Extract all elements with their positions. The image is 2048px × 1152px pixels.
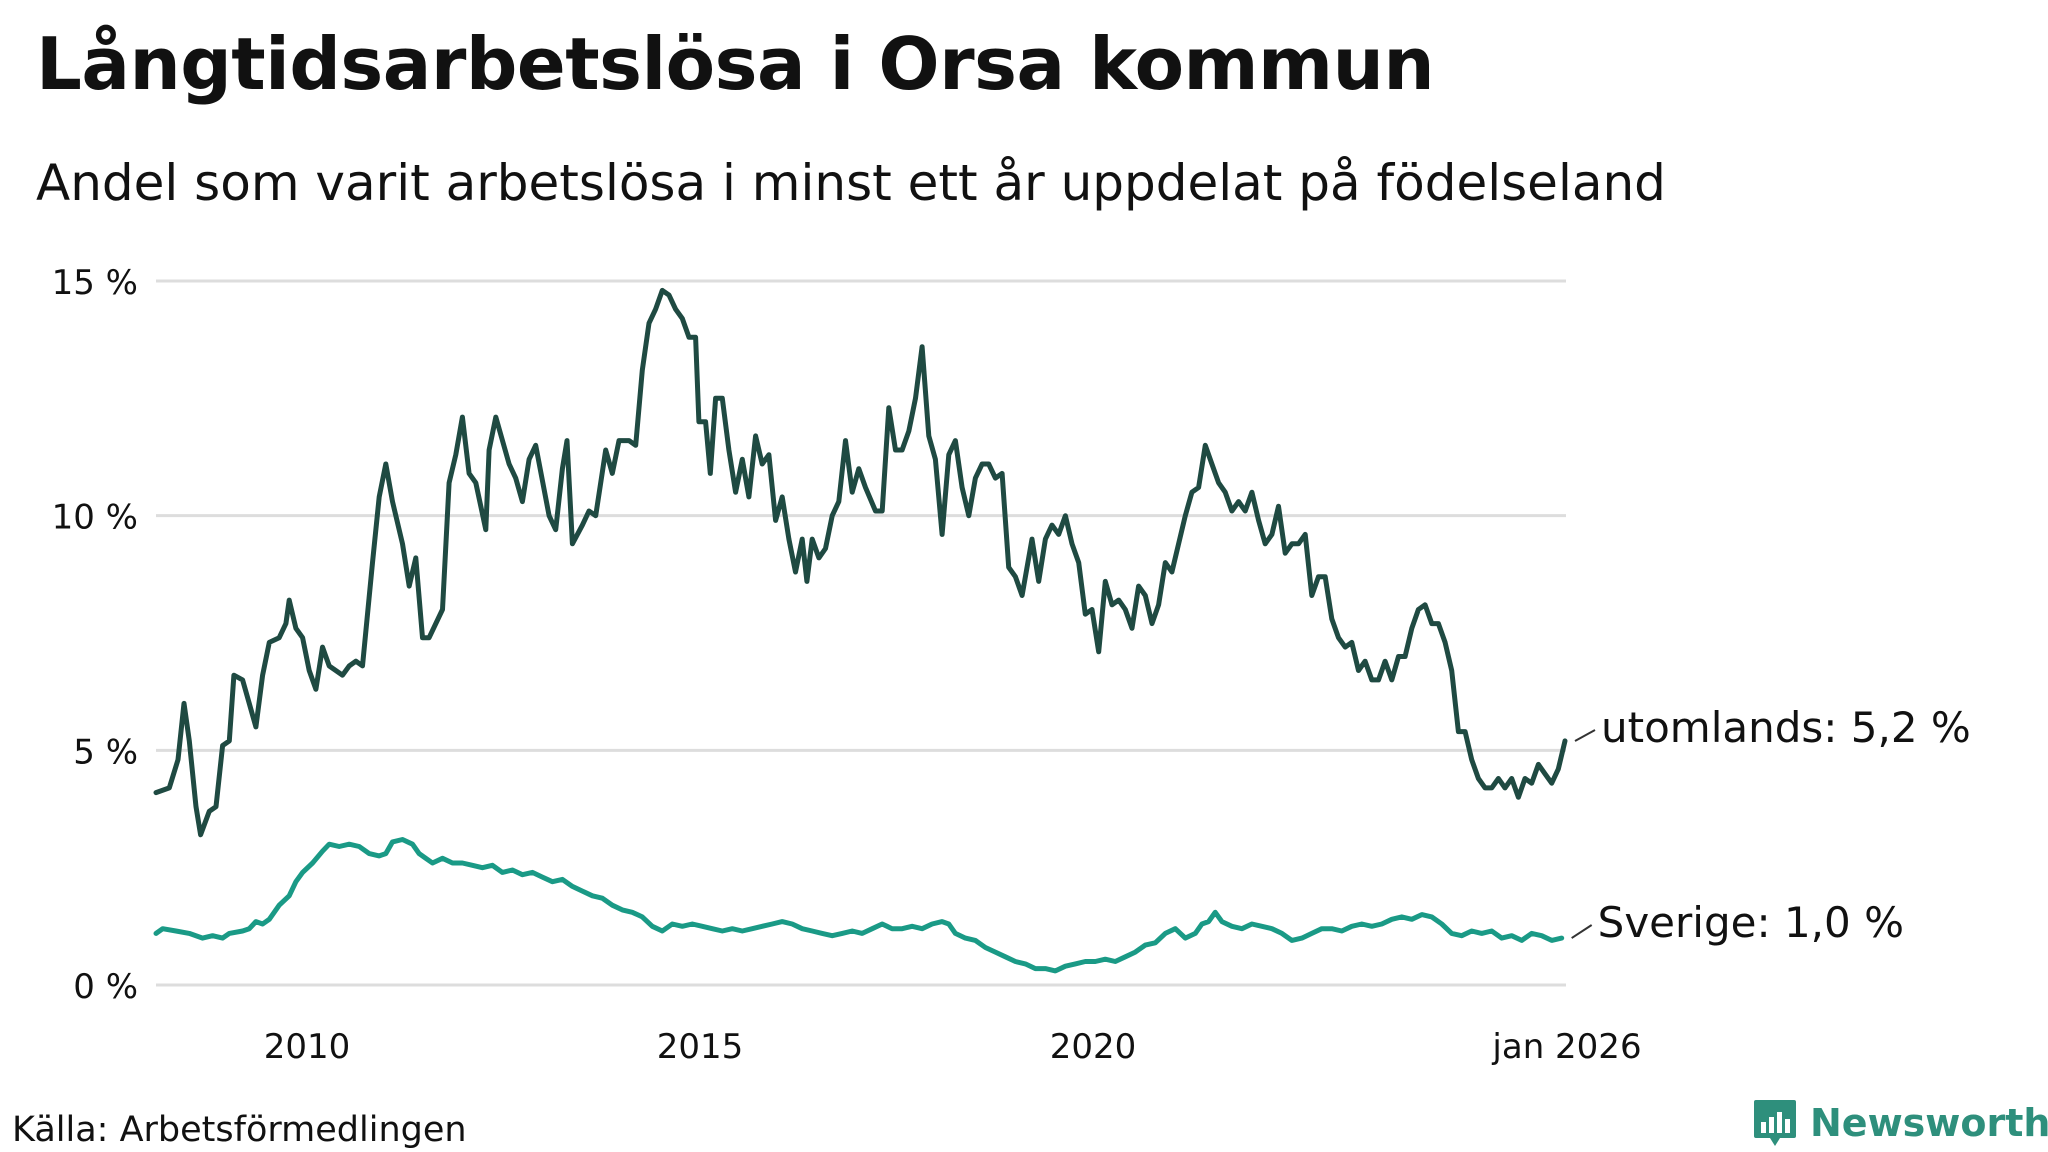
y-tick-label: 10 %	[52, 498, 138, 538]
x-axis: 2010 2015 2020 jan 2026	[264, 1027, 1642, 1067]
end-label-sverige: Sverige: 1,0 %	[1598, 898, 1904, 947]
end-label-leader	[1571, 924, 1593, 939]
series-lines	[153, 287, 1568, 974]
page-subtitle: Andel som varit arbetslösa i minst ett å…	[36, 154, 1666, 212]
x-tick-label: 2020	[1050, 1027, 1137, 1067]
series-line-utomlands	[153, 287, 1568, 838]
y-tick-label: 5 %	[73, 732, 138, 772]
newsworthy-logo-icon	[1754, 1100, 1796, 1146]
x-tick-label: 2015	[657, 1027, 744, 1067]
y-tick-label: 15 %	[52, 263, 138, 303]
end-label-leader	[1574, 729, 1596, 742]
y-axis: 0 % 5 % 10 % 15 %	[52, 263, 138, 1007]
page-title: Långtidsarbetslösa i Orsa kommun	[36, 22, 1435, 106]
brand-logo: Newsworthy	[1752, 1098, 2048, 1148]
grid-lines	[156, 279, 1566, 987]
series-line-sverige	[153, 837, 1565, 974]
series-end-labels: utomlands: 5,2 % Sverige: 1,0 %	[1571, 703, 1971, 947]
end-label-utomlands: utomlands: 5,2 %	[1601, 703, 1971, 752]
x-tick-label: jan 2026	[1491, 1027, 1641, 1067]
y-tick-label: 0 %	[73, 967, 138, 1007]
source-note: Källa: Arbetsförmedlingen	[12, 1110, 467, 1150]
brand-name: Newsworthy	[1810, 1101, 2048, 1145]
x-tick-label: 2010	[264, 1027, 351, 1067]
